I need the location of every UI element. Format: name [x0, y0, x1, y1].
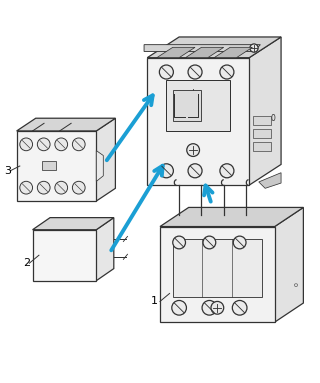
Circle shape	[20, 181, 33, 194]
Circle shape	[72, 138, 85, 151]
Polygon shape	[147, 37, 281, 58]
Bar	[147, 58, 249, 185]
Polygon shape	[96, 118, 116, 201]
Polygon shape	[96, 218, 114, 281]
Circle shape	[188, 164, 202, 178]
Circle shape	[172, 301, 187, 315]
Bar	[42, 160, 56, 170]
Bar	[17, 131, 96, 201]
Text: 0: 0	[271, 115, 276, 123]
Polygon shape	[96, 151, 103, 182]
Circle shape	[72, 181, 85, 194]
Circle shape	[187, 144, 199, 156]
Polygon shape	[259, 173, 281, 188]
Text: 0: 0	[295, 282, 300, 286]
Polygon shape	[17, 118, 116, 131]
Circle shape	[20, 138, 33, 151]
Circle shape	[232, 301, 247, 315]
Circle shape	[211, 301, 224, 314]
Circle shape	[220, 65, 234, 79]
Circle shape	[202, 301, 217, 315]
Bar	[166, 80, 230, 131]
Polygon shape	[249, 37, 281, 185]
Polygon shape	[186, 47, 224, 58]
Circle shape	[233, 236, 246, 249]
Polygon shape	[157, 47, 195, 58]
Circle shape	[220, 164, 234, 178]
Polygon shape	[214, 47, 252, 58]
Bar	[253, 129, 270, 138]
Circle shape	[37, 181, 50, 194]
Bar	[173, 239, 262, 297]
Circle shape	[250, 44, 258, 52]
Circle shape	[159, 65, 173, 79]
Circle shape	[37, 138, 50, 151]
Text: 1: 1	[150, 296, 157, 306]
Text: 2: 2	[23, 258, 30, 268]
Polygon shape	[33, 218, 114, 230]
Circle shape	[188, 65, 202, 79]
Circle shape	[173, 236, 186, 249]
Polygon shape	[275, 208, 303, 322]
Bar	[253, 142, 270, 151]
Circle shape	[203, 236, 216, 249]
Polygon shape	[144, 45, 260, 51]
Circle shape	[55, 181, 68, 194]
Circle shape	[55, 138, 68, 151]
Bar	[33, 230, 96, 281]
Circle shape	[187, 86, 199, 99]
Text: 3: 3	[4, 166, 11, 176]
Bar	[253, 116, 270, 125]
Polygon shape	[160, 208, 303, 227]
Circle shape	[159, 164, 173, 178]
Bar	[160, 227, 275, 322]
Bar	[173, 90, 201, 121]
